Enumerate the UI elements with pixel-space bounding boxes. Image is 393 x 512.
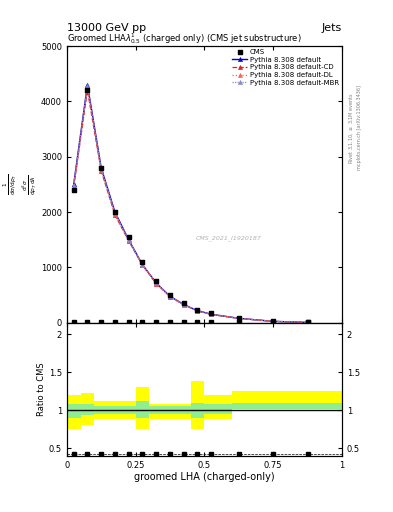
Pythia 8.308 default-CD [99,167,104,174]
Pythia 8.308 default-DL [154,280,159,286]
Pythia 8.308 default-MBR [271,318,275,325]
Pythia 8.308 default [140,262,145,268]
Pythia 8.308 default [305,319,310,326]
Pythia 8.308 default [85,82,90,88]
Pythia 8.308 default-MBR [305,319,310,326]
Pythia 8.308 default-MBR [113,209,118,216]
Pythia 8.308 default-DL [182,302,186,308]
Pythia 8.308 default-MBR [127,237,131,243]
CMS [71,186,77,194]
Pythia 8.308 default-MBR [72,182,76,188]
Pythia 8.308 default-CD [85,87,90,93]
Pythia 8.308 default-MBR [99,165,104,172]
CMS [195,306,201,314]
Pythia 8.308 default [168,293,173,300]
Pythia 8.308 default-DL [195,308,200,314]
CMS [140,258,146,266]
CMS [208,309,215,317]
Pythia 8.308 default-DL [237,315,241,322]
Pythia 8.308 default-DL [305,319,310,326]
Pythia 8.308 default-MBR [140,262,145,268]
CMS [181,300,187,308]
Pythia 8.308 default-CD [209,311,214,317]
Pythia 8.308 default-DL [113,211,118,217]
Line: Pythia 8.308 default-MBR: Pythia 8.308 default-MBR [72,84,310,325]
CMS [126,233,132,241]
Line: Pythia 8.308 default: Pythia 8.308 default [72,83,310,325]
Pythia 8.308 default-CD [168,293,173,300]
CMS [98,164,105,172]
Pythia 8.308 default-CD [182,302,186,308]
Pythia 8.308 default [182,302,186,308]
CMS [305,318,311,326]
Legend: CMS, Pythia 8.308 default, Pythia 8.308 default-CD, Pythia 8.308 default-DL, Pyt: CMS, Pythia 8.308 default, Pythia 8.308 … [231,48,340,87]
CMS [112,208,118,216]
Pythia 8.308 default-DL [209,311,214,317]
Pythia 8.308 default [237,315,241,322]
Pythia 8.308 default-CD [195,308,200,314]
Y-axis label: Ratio to CMS: Ratio to CMS [37,362,46,416]
CMS [236,314,242,322]
Text: Rivet 3.1.10, $\geq$ 3.1M events: Rivet 3.1.10, $\geq$ 3.1M events [348,92,356,164]
Text: Groomed LHA$\lambda^{1}_{0.5}$ (charged only) (CMS jet substructure): Groomed LHA$\lambda^{1}_{0.5}$ (charged … [67,31,301,46]
Pythia 8.308 default-CD [140,262,145,268]
Pythia 8.308 default-CD [154,281,159,287]
Text: 13000 GeV pp: 13000 GeV pp [67,23,146,33]
Pythia 8.308 default [209,311,214,317]
CMS [153,277,160,285]
Pythia 8.308 default-CD [72,184,76,190]
Pythia 8.308 default [154,280,159,286]
Pythia 8.308 default-DL [99,166,104,173]
Pythia 8.308 default-MBR [168,293,173,300]
Pythia 8.308 default-CD [271,318,275,325]
X-axis label: groomed LHA (charged-only): groomed LHA (charged-only) [134,472,275,482]
Pythia 8.308 default-MBR [154,280,159,286]
Pythia 8.308 default [127,237,131,243]
CMS [270,317,276,325]
Pythia 8.308 default-CD [305,319,310,326]
Pythia 8.308 default-DL [140,262,145,268]
Pythia 8.308 default-DL [72,182,76,188]
Pythia 8.308 default-MBR [85,83,90,89]
Pythia 8.308 default-MBR [195,308,200,314]
Pythia 8.308 default [99,165,104,171]
CMS [84,86,90,94]
Pythia 8.308 default-DL [85,84,90,91]
Text: mcplots.cern.ch [arXiv:1306.3436]: mcplots.cern.ch [arXiv:1306.3436] [357,86,362,170]
Line: Pythia 8.308 default-CD: Pythia 8.308 default-CD [72,88,310,325]
Pythia 8.308 default-MBR [209,311,214,317]
Pythia 8.308 default-DL [127,237,131,243]
Pythia 8.308 default [113,209,118,215]
Pythia 8.308 default-CD [237,315,241,322]
Text: Jets: Jets [321,23,342,33]
Pythia 8.308 default-DL [168,293,173,300]
Line: Pythia 8.308 default-DL: Pythia 8.308 default-DL [72,86,310,325]
Pythia 8.308 default-DL [271,318,275,325]
Pythia 8.308 default-CD [127,238,131,244]
Pythia 8.308 default-CD [113,212,118,218]
Pythia 8.308 default-MBR [237,315,241,322]
CMS [167,291,173,299]
Pythia 8.308 default [72,181,76,187]
Pythia 8.308 default-MBR [182,302,186,308]
Pythia 8.308 default [195,308,200,314]
Text: CMS_2021_I1920187: CMS_2021_I1920187 [196,236,262,242]
Y-axis label: $\frac{1}{\mathrm{d}\sigma/\mathrm{d}p_T}$
$\frac{\mathrm{d}^2\sigma}{\mathrm{d}: $\frac{1}{\mathrm{d}\sigma/\mathrm{d}p_T… [2,174,39,195]
Pythia 8.308 default [271,318,275,325]
